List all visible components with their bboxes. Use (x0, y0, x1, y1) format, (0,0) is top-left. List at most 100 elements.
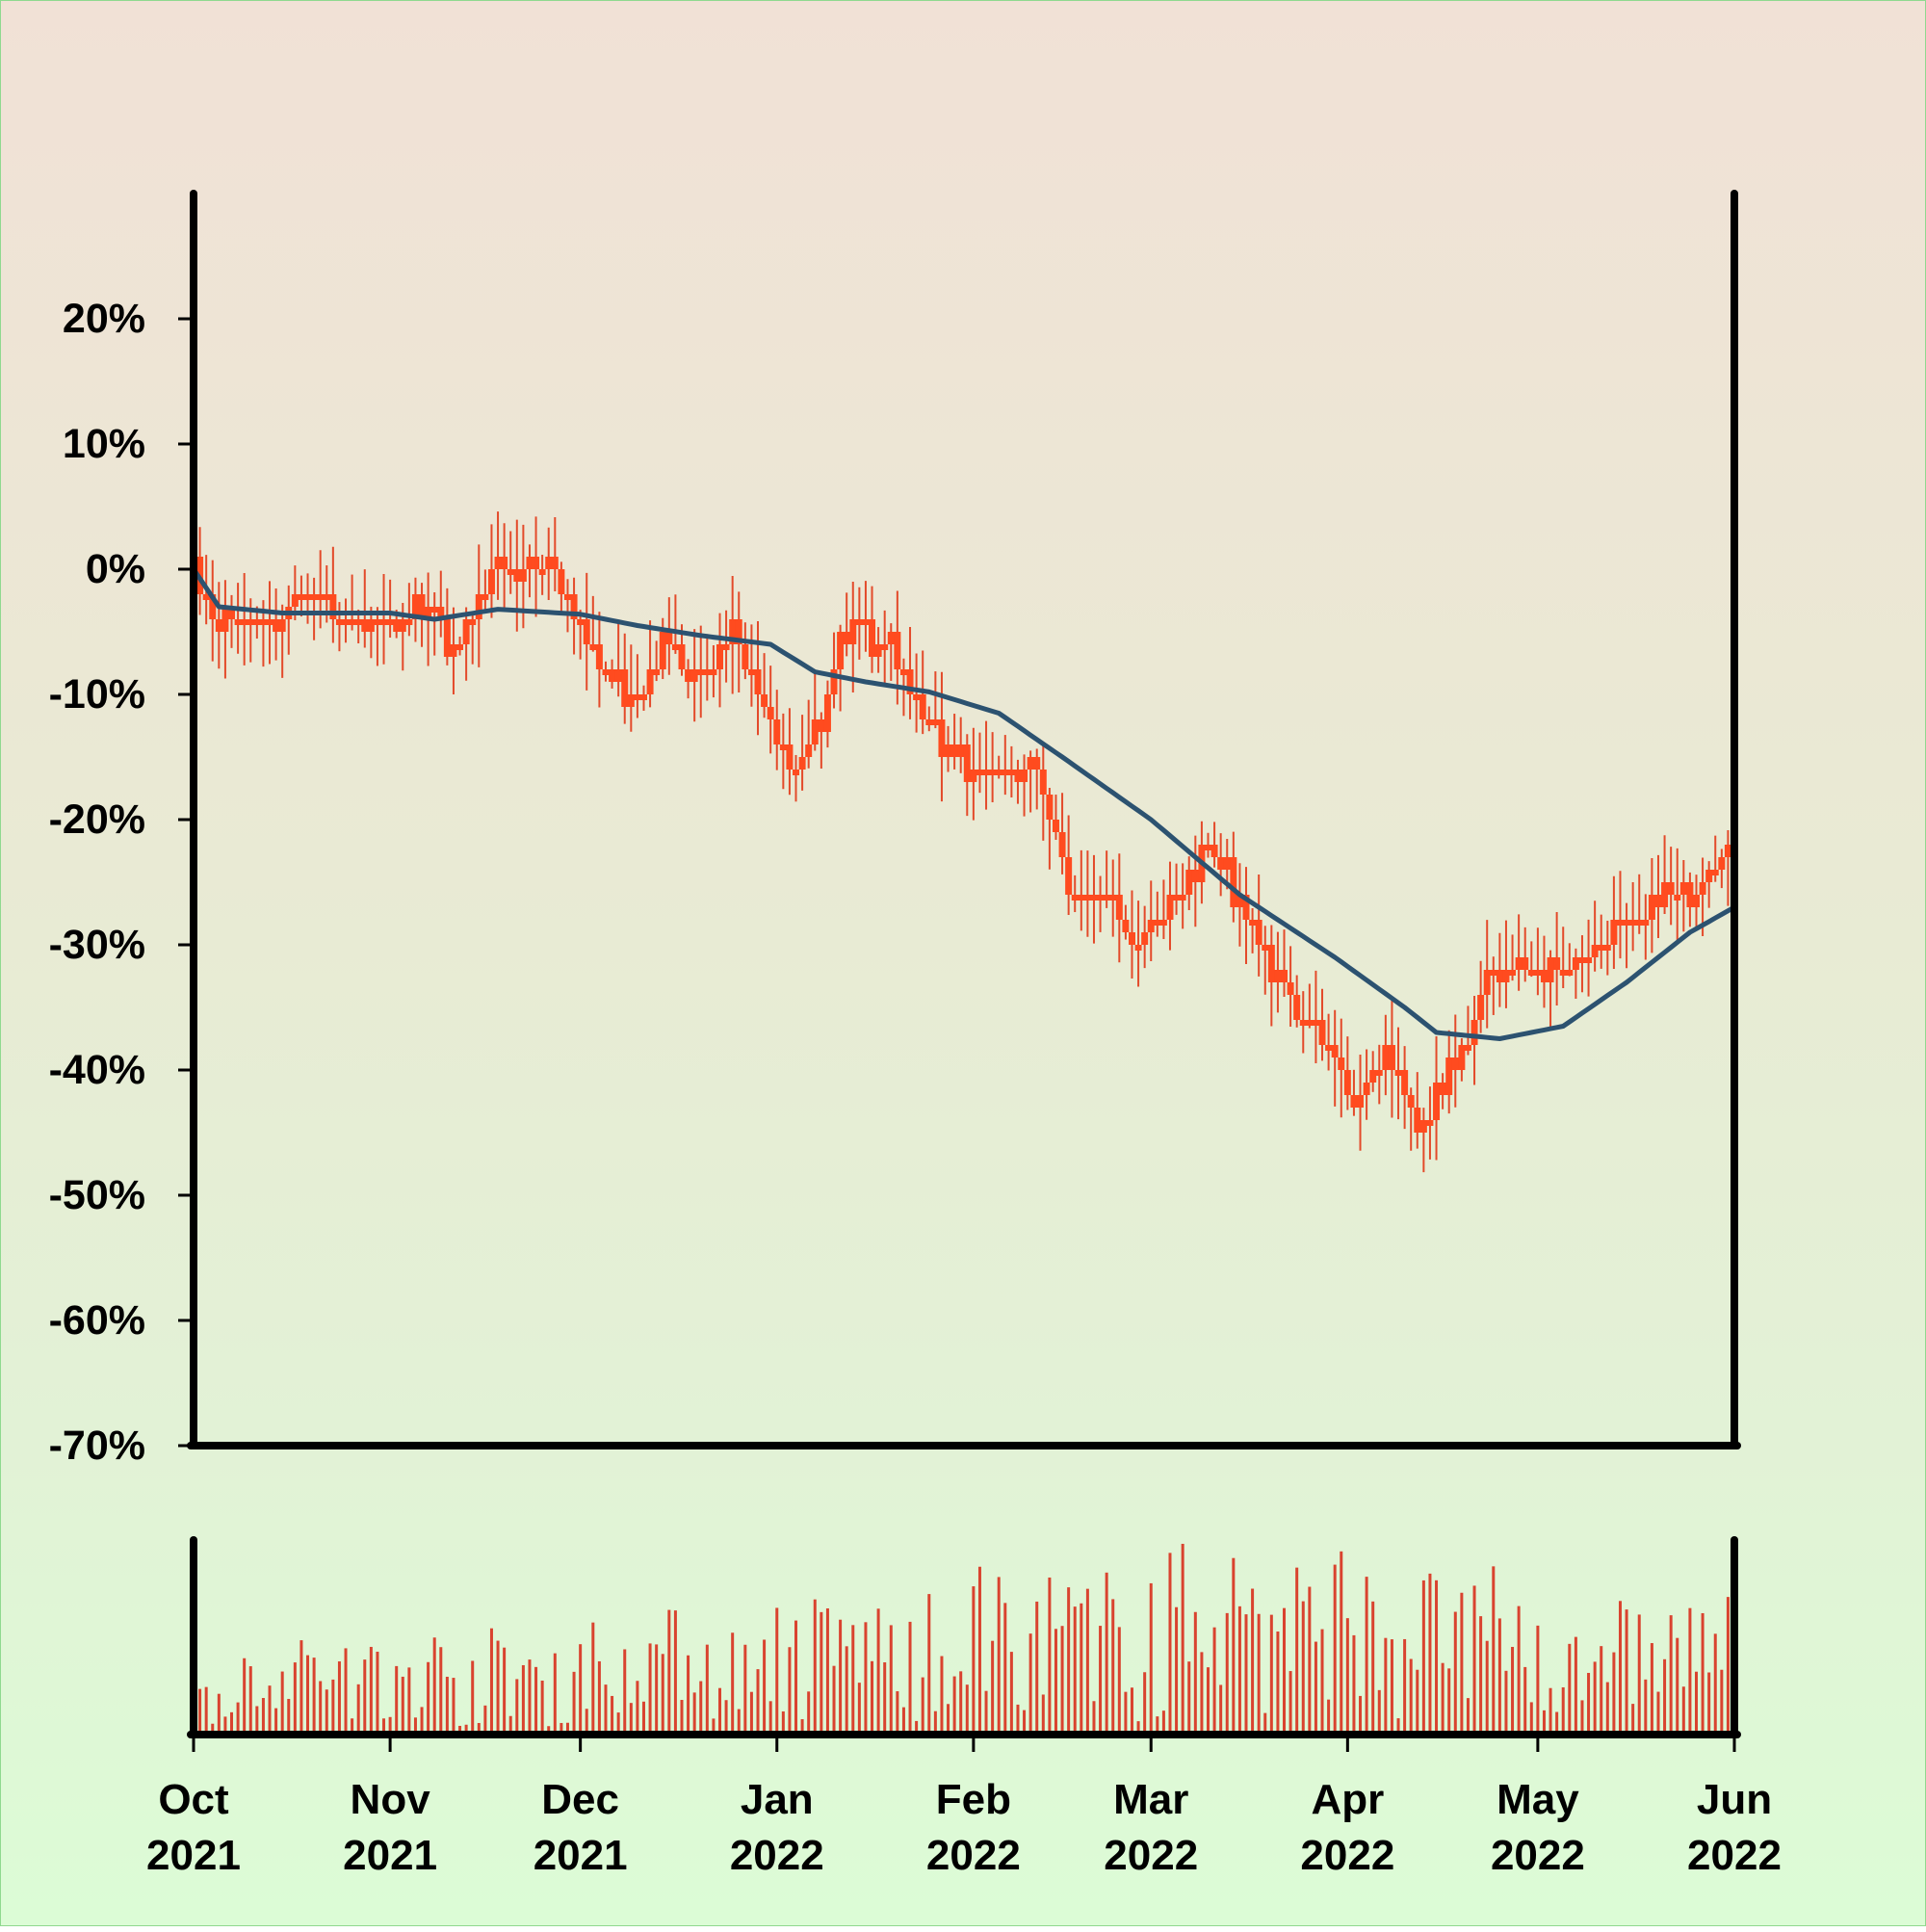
volume-bar (1136, 1721, 1140, 1731)
volume-bar (1092, 1701, 1096, 1731)
volume-bar (743, 1644, 747, 1731)
candle-body (1527, 970, 1535, 976)
candle-body (1007, 770, 1015, 775)
candle-body (639, 694, 647, 700)
volume-bar (1726, 1597, 1730, 1731)
candle-body (228, 607, 236, 619)
volume-bar (1301, 1601, 1305, 1731)
volume-bar (351, 1718, 354, 1731)
candle-body (1039, 770, 1047, 795)
volume-bar (712, 1718, 716, 1731)
volume-bar (1460, 1592, 1464, 1731)
volume-bar (464, 1724, 468, 1731)
candle-body (291, 594, 299, 607)
candle-body (1718, 857, 1726, 870)
candle-body (1585, 957, 1593, 963)
candle-body (304, 594, 312, 600)
volume-bar (363, 1659, 367, 1731)
volume-bar (388, 1716, 392, 1731)
candle-body (1369, 1070, 1377, 1083)
volume-bar (1269, 1614, 1273, 1731)
volume-bar (699, 1681, 703, 1731)
candle-body (374, 619, 381, 625)
candle-body (1204, 845, 1211, 850)
volume-bar (1314, 1641, 1317, 1731)
candle-body (450, 644, 457, 657)
candle-body (963, 744, 971, 782)
volume-bar (427, 1661, 430, 1731)
volume-bar (540, 1680, 544, 1731)
volume-bar (1073, 1606, 1077, 1731)
volume-bar (1416, 1669, 1419, 1731)
candle-body (995, 770, 1002, 775)
candle-body (298, 594, 305, 600)
candle-body (665, 632, 673, 644)
candle-body (1293, 995, 1301, 1020)
candle-body (849, 619, 857, 644)
volume-bar (1441, 1662, 1444, 1731)
volume-bar (871, 1660, 874, 1731)
x-tick-month: Jun (1697, 1776, 1772, 1823)
candle-body (716, 644, 724, 669)
volume-bar (312, 1658, 316, 1731)
candle-body (976, 770, 983, 775)
volume-bar (1263, 1712, 1267, 1731)
volume-bar (718, 1687, 722, 1731)
candle-body (881, 644, 889, 650)
candle-body (710, 669, 717, 675)
candle-body (1382, 1045, 1390, 1070)
volume-bar (641, 1701, 645, 1731)
volume-bar (1251, 1588, 1255, 1731)
candle-body (1154, 920, 1161, 926)
volume-bar (534, 1666, 538, 1731)
volume-bar (508, 1715, 512, 1731)
volume-bar (553, 1653, 557, 1731)
candle-body (469, 619, 477, 625)
candle-body (1083, 895, 1091, 901)
volume-bar (1466, 1698, 1470, 1731)
volume-bar (1340, 1551, 1343, 1731)
candle-body (1426, 1120, 1434, 1126)
volume-bar (293, 1662, 297, 1731)
x-tick-month: Mar (1113, 1776, 1188, 1823)
candle-body (589, 644, 597, 650)
volume-bar (1193, 1611, 1197, 1731)
volume-bar (636, 1681, 639, 1731)
candle-body (862, 619, 870, 625)
volume-bar (991, 1640, 995, 1731)
volume-bar (883, 1662, 887, 1731)
candle-body (1566, 970, 1574, 976)
volume-bar (1080, 1603, 1083, 1731)
candle-body (989, 770, 997, 775)
candle-body (538, 569, 546, 575)
candle-body (1027, 757, 1034, 770)
volume-bar (763, 1639, 767, 1731)
volume-bar (813, 1599, 817, 1731)
volume-bar (1161, 1710, 1165, 1731)
candle-body (342, 619, 350, 625)
volume-bar (749, 1691, 753, 1731)
candle-body (1230, 857, 1237, 907)
x-tick-year: 2022 (1491, 1832, 1585, 1879)
volume-bar (1016, 1704, 1020, 1731)
candle-body (1262, 945, 1269, 951)
volume-bar (198, 1688, 202, 1731)
candle-body (805, 744, 813, 757)
volume-bar (832, 1665, 836, 1731)
volume-bar (1130, 1687, 1133, 1731)
candle-body (906, 669, 914, 694)
volume-bar (477, 1723, 481, 1731)
candle-body (823, 694, 831, 732)
volume-bar (1060, 1626, 1064, 1731)
candle-body (1496, 970, 1503, 982)
candle-body (1281, 970, 1288, 982)
candle-body (1331, 1045, 1339, 1057)
volume-bar (1574, 1636, 1577, 1731)
candle-body (1122, 920, 1130, 932)
volume-bar (223, 1716, 227, 1731)
candle-body (697, 669, 705, 675)
candle-body (1185, 870, 1193, 895)
candle-body (393, 619, 401, 632)
volume-bar (1308, 1586, 1312, 1731)
volume-bar (705, 1644, 709, 1731)
